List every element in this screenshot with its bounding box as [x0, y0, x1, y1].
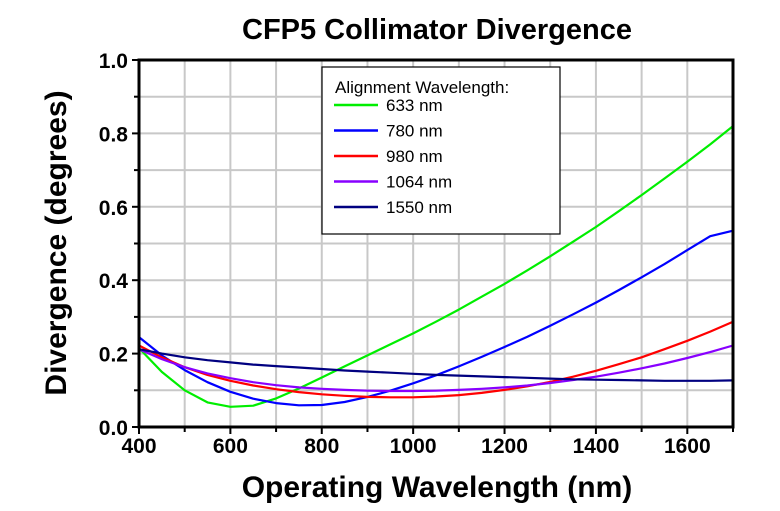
x-tick-label: 1400 — [573, 435, 620, 458]
legend: Alignment Wavelength: 633 nm 780 nm 980 nm… — [321, 66, 561, 235]
series-layer — [138, 125, 734, 408]
x-tick-label: 600 — [213, 435, 248, 458]
legend-label: 1550 nm — [386, 198, 452, 217]
y-tick-label: 0.6 — [99, 197, 128, 220]
y-tick-label: 0.8 — [99, 123, 129, 146]
series-line-1550-nm — [138, 348, 734, 382]
y-tick-label: 0.0 — [99, 417, 128, 440]
x-axis-label: Operating Wavelength (nm) — [242, 471, 633, 504]
x-tick-label: 1000 — [390, 435, 437, 458]
chart-title: CFP5 Collimator Divergence — [242, 14, 632, 46]
legend-title: Alignment Wavelength: — [335, 78, 509, 97]
y-tick-label: 0.4 — [99, 270, 129, 293]
ticks: 400 600 800 1000 1200 1400 1600 0.0 0.2 0.4 0.6 0.8… — [99, 50, 734, 458]
x-tick-label: 1200 — [481, 435, 528, 458]
series-line-633-nm — [138, 125, 734, 408]
legend-label: 633 nm — [386, 96, 443, 115]
series-line-1064-nm — [138, 344, 734, 393]
x-tick-label: 1600 — [664, 435, 711, 458]
legend-label: 1064 nm — [386, 173, 452, 192]
y-tick-label: 1.0 — [99, 50, 128, 73]
y-tick-label: 0.2 — [99, 344, 128, 367]
series-line-980-nm — [138, 320, 734, 399]
legend-label: 780 nm — [386, 122, 443, 141]
x-tick-label: 400 — [121, 435, 156, 458]
legend-label: 980 nm — [386, 147, 443, 166]
y-axis-label: Divergence (degrees) — [40, 90, 73, 395]
x-tick-label: 800 — [304, 435, 339, 458]
